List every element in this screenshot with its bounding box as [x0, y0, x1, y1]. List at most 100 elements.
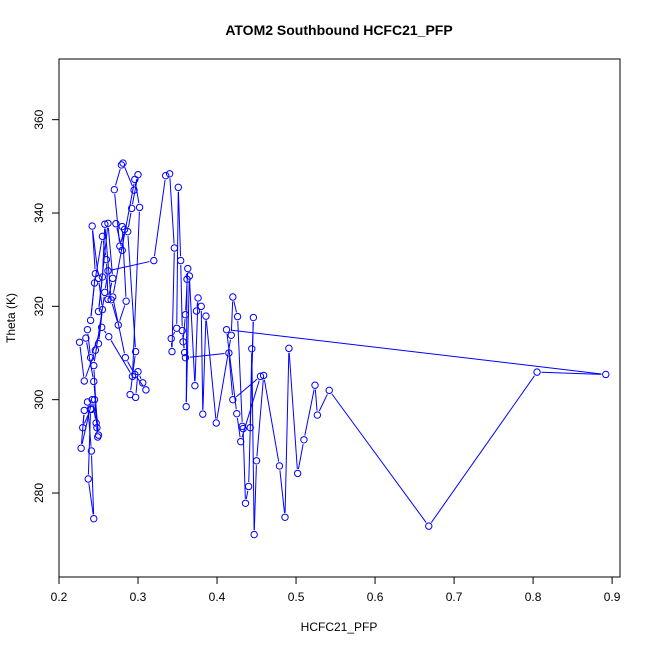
data-point [105, 332, 113, 341]
data-point [256, 372, 265, 381]
series-line-segment [216, 339, 232, 419]
data-point [88, 395, 96, 404]
series-line-segment [87, 333, 91, 354]
series-line-segment [135, 183, 140, 204]
data-point [112, 220, 120, 228]
data-point [130, 186, 138, 194]
data-point [86, 316, 95, 325]
series-line-segment [111, 303, 118, 321]
data-point [131, 175, 139, 184]
series-line-segment [79, 346, 85, 377]
y-tick-label: 360 [32, 109, 46, 129]
data-point [285, 344, 293, 353]
data-point [118, 246, 126, 255]
data-point [425, 522, 433, 530]
series-line-segment [104, 228, 112, 296]
data-point [192, 307, 201, 315]
data-point [90, 395, 99, 404]
series-line-segment [107, 227, 113, 274]
data-point [84, 475, 92, 483]
series-line-segment [119, 305, 126, 321]
series-line-segment [102, 228, 106, 273]
data-point [83, 398, 92, 406]
data-point [131, 370, 139, 379]
series-line-segment [196, 302, 199, 307]
series-line-segment [81, 403, 92, 445]
data-point [93, 423, 101, 432]
x-tick-label: 0.2 [51, 590, 68, 604]
series-line-segment [230, 329, 602, 375]
data-point [110, 185, 119, 194]
data-point [80, 377, 88, 385]
series-line-segment [202, 320, 207, 410]
series-line-segment [284, 352, 290, 513]
series-line-segment [251, 353, 255, 531]
data-point [135, 203, 144, 212]
data-point [249, 313, 258, 322]
data-point [184, 264, 192, 273]
series-line-segment [104, 275, 108, 289]
data-point [259, 371, 268, 380]
x-tick-label: 0.8 [525, 590, 542, 604]
y-tick-label: 300 [32, 389, 46, 409]
series-line-segment [85, 354, 95, 378]
series-line-segment [88, 483, 94, 515]
data-point [114, 321, 122, 329]
data-point [229, 293, 237, 301]
data-point [275, 462, 284, 470]
data-point [250, 530, 258, 539]
data-point [244, 482, 253, 491]
series-line-segment [245, 490, 249, 500]
data-point [202, 312, 210, 320]
series-line-segment [115, 169, 121, 186]
data-point [194, 294, 202, 302]
y-axis-label: Theta (K) [4, 293, 18, 343]
data-point [311, 381, 319, 389]
data-point [168, 347, 176, 356]
data-point [227, 331, 235, 339]
data-point [91, 269, 100, 278]
data-point [239, 424, 247, 433]
series-line-segment [185, 280, 190, 403]
data-point [300, 436, 308, 444]
series-line-segment [132, 211, 140, 372]
data-point [97, 323, 106, 332]
data-point [325, 386, 333, 395]
plot-frame [58, 58, 621, 578]
data-point [117, 161, 126, 169]
series-line-segment [80, 414, 85, 444]
data-point [293, 469, 302, 478]
series-line-segment [430, 375, 535, 523]
x-axis: 0.2 0.3 0.4 0.5 0.6 0.7 0.8 0.9 [51, 576, 621, 604]
series-line-segment [237, 320, 243, 422]
series-line-segment [176, 191, 179, 324]
data-point [88, 222, 96, 230]
series-line-segment [279, 470, 286, 513]
series-line-segment [171, 252, 175, 348]
data-point [90, 514, 98, 523]
series-line-segment [236, 417, 241, 438]
data-point [181, 353, 190, 362]
series-line-segment [127, 361, 134, 371]
x-tick-label: 0.4 [209, 590, 226, 604]
data-point [233, 409, 241, 418]
series-line-segment [200, 310, 204, 410]
data-point [94, 433, 102, 441]
series-line-segment [189, 352, 225, 358]
data-point [86, 353, 95, 362]
series-line-segment [230, 301, 234, 331]
series-line-segment [110, 340, 131, 373]
data-point [121, 353, 130, 362]
data-point [199, 410, 207, 418]
data-point [87, 447, 96, 455]
series-line-segment [124, 166, 133, 187]
data-point [185, 272, 194, 280]
data-point [80, 406, 88, 415]
data-point [98, 232, 107, 241]
series-line-segment [180, 264, 183, 327]
data-point [139, 379, 147, 387]
series-line-segment [153, 179, 166, 257]
data-point [167, 334, 175, 343]
data-point [180, 348, 189, 357]
data-point [104, 219, 112, 227]
